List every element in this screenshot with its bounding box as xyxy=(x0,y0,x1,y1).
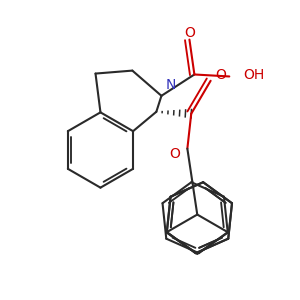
Text: O: O xyxy=(184,26,195,40)
Text: O: O xyxy=(169,147,180,160)
Text: OH: OH xyxy=(243,68,264,83)
Text: O: O xyxy=(216,68,226,82)
Text: N: N xyxy=(165,78,176,92)
